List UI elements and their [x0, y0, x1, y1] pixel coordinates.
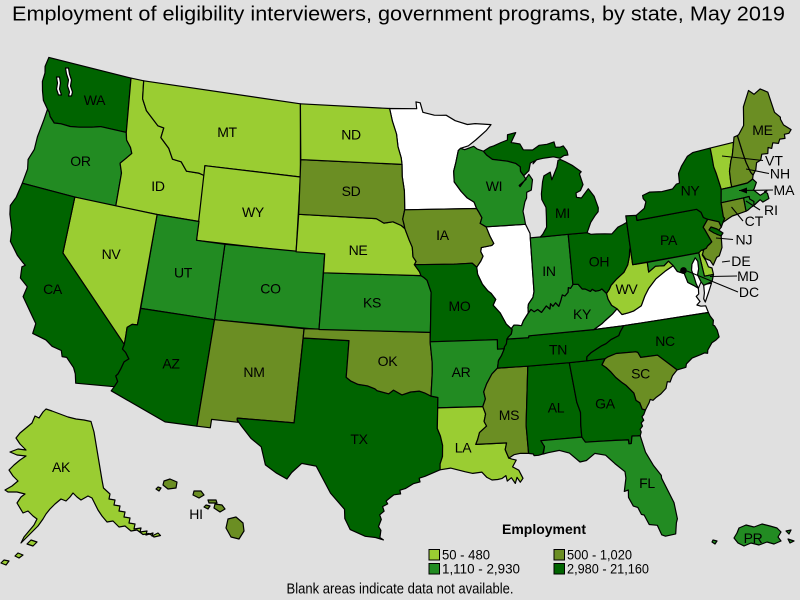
svg-text:NE: NE: [349, 242, 368, 258]
svg-text:Employment: Employment: [502, 521, 586, 537]
svg-text:500 - 1,020: 500 - 1,020: [567, 547, 632, 563]
svg-text:AK: AK: [52, 459, 71, 475]
svg-text:AR: AR: [452, 364, 471, 380]
svg-text:MD: MD: [737, 268, 759, 284]
svg-text:Blank areas indicate data not: Blank areas indicate data not available.: [287, 582, 514, 598]
svg-text:NJ: NJ: [735, 232, 752, 248]
svg-text:WI: WI: [486, 178, 503, 194]
svg-text:ND: ND: [341, 127, 361, 143]
svg-text:MA: MA: [774, 182, 796, 198]
svg-text:NM: NM: [243, 364, 264, 380]
svg-text:PA: PA: [660, 232, 678, 248]
svg-text:LA: LA: [455, 440, 472, 456]
svg-text:VT: VT: [765, 153, 783, 169]
svg-text:KY: KY: [573, 306, 592, 322]
svg-text:NY: NY: [681, 183, 701, 199]
svg-text:MO: MO: [449, 298, 471, 314]
svg-text:GA: GA: [595, 396, 616, 412]
svg-text:PR: PR: [744, 530, 763, 546]
svg-text:AL: AL: [548, 400, 565, 416]
svg-text:1,110 - 2,930: 1,110 - 2,930: [442, 561, 520, 577]
svg-text:TX: TX: [350, 431, 368, 447]
svg-text:MI: MI: [555, 205, 570, 221]
svg-text:OH: OH: [589, 254, 609, 270]
svg-text:WV: WV: [616, 281, 639, 297]
svg-text:SD: SD: [342, 183, 361, 199]
svg-text:WY: WY: [242, 204, 265, 220]
svg-text:CT: CT: [745, 213, 764, 229]
svg-text:OR: OR: [70, 153, 91, 169]
svg-text:MS: MS: [499, 407, 519, 423]
svg-text:RI: RI: [764, 202, 778, 218]
svg-text:CA: CA: [43, 281, 63, 297]
svg-text:CO: CO: [260, 281, 281, 297]
svg-text:50 - 480: 50 - 480: [442, 547, 490, 563]
svg-text:MT: MT: [217, 124, 237, 140]
svg-text:NH: NH: [770, 166, 790, 182]
svg-text:TN: TN: [549, 342, 567, 358]
svg-text:OK: OK: [378, 353, 399, 369]
svg-text:IN: IN: [542, 263, 555, 279]
svg-text:2,980 - 21,160: 2,980 - 21,160: [567, 561, 649, 577]
svg-text:DE: DE: [731, 253, 750, 269]
svg-text:ME: ME: [752, 122, 772, 138]
svg-text:DC: DC: [739, 284, 759, 300]
svg-text:IA: IA: [436, 227, 450, 243]
svg-text:AZ: AZ: [162, 356, 180, 372]
svg-text:FL: FL: [639, 475, 655, 491]
svg-text:HI: HI: [189, 506, 202, 522]
svg-text:KS: KS: [363, 295, 381, 311]
svg-text:SC: SC: [631, 366, 650, 382]
svg-text:UT: UT: [174, 265, 193, 281]
svg-text:Employment of eligibility inte: Employment of eligibility interviewers, …: [12, 4, 785, 26]
svg-text:NC: NC: [655, 333, 675, 349]
svg-text:WA: WA: [84, 92, 106, 108]
svg-text:ID: ID: [151, 178, 165, 194]
svg-text:NV: NV: [102, 246, 122, 262]
